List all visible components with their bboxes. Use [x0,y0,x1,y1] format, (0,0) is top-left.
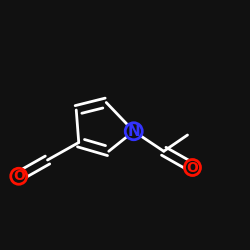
Circle shape [184,160,200,176]
Circle shape [125,123,142,140]
Text: N: N [128,124,140,139]
Circle shape [11,168,27,184]
Text: O: O [13,169,25,183]
Text: O: O [186,160,198,174]
